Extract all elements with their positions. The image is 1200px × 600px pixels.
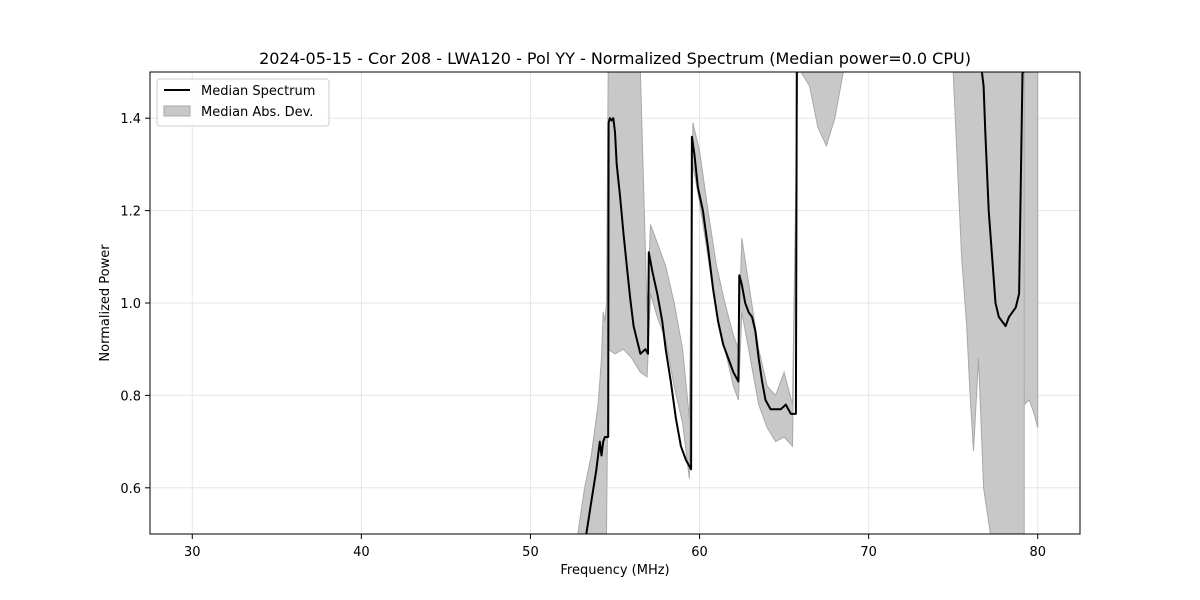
mad-band-layer <box>577 72 1039 534</box>
mad-band <box>577 72 1039 534</box>
x-tick-label: 60 <box>691 545 708 560</box>
median-spectrum-line <box>980 72 1025 328</box>
y-axis: 0.6 0.8 1.0 1.2 1.4 <box>120 112 150 497</box>
x-tick-label: 70 <box>860 545 877 560</box>
mad-band-segment <box>952 72 1025 534</box>
y-axis-title: Normalized Power <box>98 244 113 362</box>
legend: Median Spectrum Median Abs. Dev. <box>156 78 330 127</box>
y-tick-label: 1.4 <box>120 112 141 127</box>
legend-median-label: Median Spectrum <box>201 84 315 99</box>
x-axis: 30 40 50 60 70 80 <box>184 534 1046 560</box>
chart-title: 2024-05-15 - Cor 208 - LWA120 - Pol YY -… <box>259 49 971 68</box>
y-tick-label: 0.8 <box>120 389 141 404</box>
y-tick-label: 0.6 <box>120 482 141 497</box>
x-tick-label: 80 <box>1029 545 1046 560</box>
x-tick-label: 40 <box>353 545 370 560</box>
x-tick-label: 30 <box>184 545 201 560</box>
x-axis-title: Frequency (MHz) <box>560 563 669 578</box>
legend-band-swatch <box>163 105 191 117</box>
plot-area <box>577 72 1039 534</box>
y-tick-label: 1.2 <box>120 205 141 220</box>
x-tick-label: 50 <box>522 545 539 560</box>
legend-band-label: Median Abs. Dev. <box>201 105 313 120</box>
y-tick-label: 1.0 <box>120 297 141 312</box>
median-line-layer <box>585 72 1025 534</box>
legend-box <box>156 78 330 127</box>
median-spectrum-line <box>585 72 799 534</box>
